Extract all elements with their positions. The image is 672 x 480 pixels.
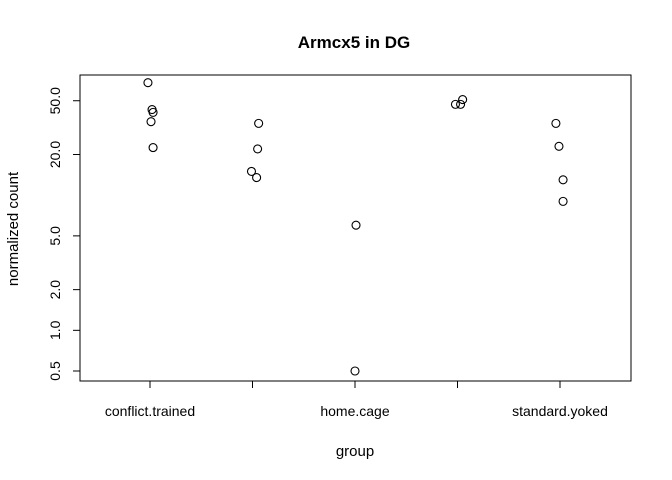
data-point	[252, 173, 262, 183]
x-axis-label: group	[336, 443, 374, 460]
data-point	[558, 175, 568, 185]
data-point	[350, 366, 360, 376]
y-tick-label: 5.0	[47, 226, 63, 246]
data-point	[558, 196, 568, 206]
data-point	[148, 107, 158, 117]
data-points	[143, 78, 568, 376]
y-tick-label: 0.5	[47, 361, 63, 381]
y-tick-label: 2.0	[47, 280, 63, 300]
y-tick-label: 50.0	[47, 87, 63, 114]
data-point	[554, 141, 564, 151]
data-point	[146, 117, 156, 127]
x-tick-label: home.cage	[320, 403, 389, 419]
x-tick-label: standard.yoked	[512, 403, 608, 419]
data-point	[458, 95, 468, 105]
data-point	[143, 78, 153, 88]
data-point	[253, 144, 263, 154]
x-axis: conflict.trained home.cage standard.yoked	[105, 380, 608, 419]
data-point	[254, 118, 264, 128]
x-tick-label: conflict.trained	[105, 403, 195, 419]
plot-frame	[79, 74, 632, 382]
data-point	[456, 99, 466, 109]
data-point	[246, 166, 257, 176]
data-point	[148, 143, 158, 153]
data-point	[351, 220, 361, 230]
data-point	[450, 99, 461, 109]
y-tick-label: 20.0	[47, 141, 63, 168]
chart-title: Armcx5 in DG	[298, 33, 410, 52]
y-tick-label: 1.0	[47, 320, 63, 340]
data-point	[551, 118, 561, 128]
y-axis: 0.5 1.0 2.0 5.0 20.0 50.0	[47, 87, 81, 381]
y-axis-label: normalized count	[5, 171, 22, 286]
